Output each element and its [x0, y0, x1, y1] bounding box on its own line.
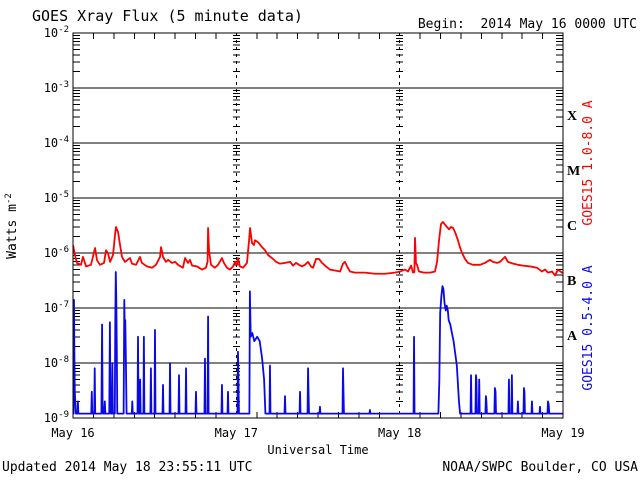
- x-tick-label: May 19: [541, 426, 584, 440]
- y-tick-label: 10-2: [44, 25, 69, 40]
- source-attribution: NOAA/SWPC Boulder, CO USA: [442, 460, 638, 475]
- x-tick-label: May 17: [215, 426, 258, 440]
- series-group: [73, 221, 563, 415]
- y-tick-label: 10-8: [44, 355, 69, 370]
- x-axis-title: Universal Time: [267, 443, 368, 457]
- updated-timestamp: Updated 2014 May 18 23:55:11 UTC: [2, 460, 253, 475]
- flare-class-label: X: [567, 109, 577, 124]
- page-title: GOES Xray Flux (5 minute data): [32, 7, 303, 25]
- series-path-long-channel: [73, 221, 563, 277]
- x-tick-label: May 18: [378, 426, 421, 440]
- y-axis-title: Watts m-2: [4, 193, 20, 259]
- y-tick-label: 10-9: [44, 410, 69, 425]
- y-tick-label: 10-4: [44, 135, 69, 150]
- y-tick-label: 10-5: [44, 190, 69, 205]
- axes-group: [73, 33, 563, 418]
- flare-class-label: A: [567, 329, 578, 344]
- y-tick-label: 10-6: [44, 245, 69, 260]
- begin-timestamp: Begin: 2014 May 16 0000 UTC: [417, 17, 637, 32]
- series-path-short-channel: [73, 271, 563, 415]
- series-axis-label-short-channel: GOES15 0.5-4.0 A: [581, 265, 596, 390]
- y-tick-label: 10-7: [44, 300, 69, 315]
- flare-class-label: B: [567, 274, 576, 289]
- flare-class-label: M: [567, 164, 580, 179]
- series-axis-label-long-channel: GOES15 1.0-8.0 A: [581, 100, 596, 225]
- x-tick-label: May 16: [51, 426, 94, 440]
- y-tick-label: 10-3: [44, 80, 69, 95]
- flare-class-label: C: [567, 219, 577, 234]
- plot-border: [72, 32, 564, 419]
